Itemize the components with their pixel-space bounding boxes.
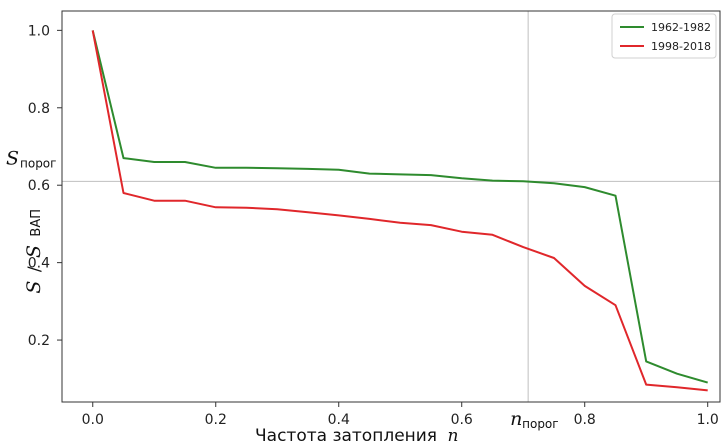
x-axis-title: Частота затопления n [255, 426, 458, 444]
x-tick-label: 0.4 [328, 412, 350, 428]
x-threshold-sub: порог [522, 417, 558, 431]
series-line-1962-1982 [91, 30, 708, 384]
y-threshold-var: S [6, 147, 19, 169]
x-tick-label: 0.6 [451, 412, 473, 428]
y-threshold-label: S порог [6, 147, 56, 170]
plot-frame [61, 10, 721, 403]
threshold-lines [62, 11, 720, 402]
y-axis-title: S / S ВАП [23, 209, 45, 294]
y-tick-label: 0.6 [28, 178, 50, 194]
y-threshold-sub: порог [20, 156, 56, 170]
y-tick-label: 0.8 [28, 101, 50, 117]
x-tick-label: 0.2 [205, 412, 227, 428]
y-axis-title-S: S [23, 245, 45, 258]
x-axis-ticks: 0.0 0.2 0.4 0.6 0.8 1.0 [82, 402, 719, 428]
y-axis-title-text: S / S ВАП [23, 209, 45, 294]
y-axis-title-slash: / [25, 266, 45, 272]
legend: 1962-1982 1998-2018 [611, 13, 717, 59]
y-axis-ticks: 0.2 0.4 0.6 0.8 1.0 [28, 23, 62, 349]
x-axis-title-word: Частота затопления [255, 426, 437, 444]
x-tick-label: 0.0 [82, 412, 104, 428]
legend-label: 1962-1982 [651, 21, 711, 34]
x-threshold-var: n [510, 408, 522, 430]
y-axis-title-sub: ВАП [29, 209, 44, 237]
y-tick-label: 1.0 [28, 23, 50, 39]
x-tick-label: 0.8 [574, 412, 596, 428]
y-tick-label: 0.2 [28, 333, 50, 349]
y-tick-label: 0.4 [28, 256, 50, 272]
series-lines [91, 30, 708, 392]
x-tick-label: 1.0 [697, 412, 719, 428]
series-line-1998-2018 [91, 30, 708, 392]
x-threshold-label: n порог [510, 408, 558, 431]
x-axis-title-text: Частота затопления n [255, 426, 458, 444]
x-axis-title-var: n [447, 426, 458, 444]
y-axis-title-s: S [23, 281, 45, 294]
legend-label: 1998-2018 [651, 40, 711, 53]
